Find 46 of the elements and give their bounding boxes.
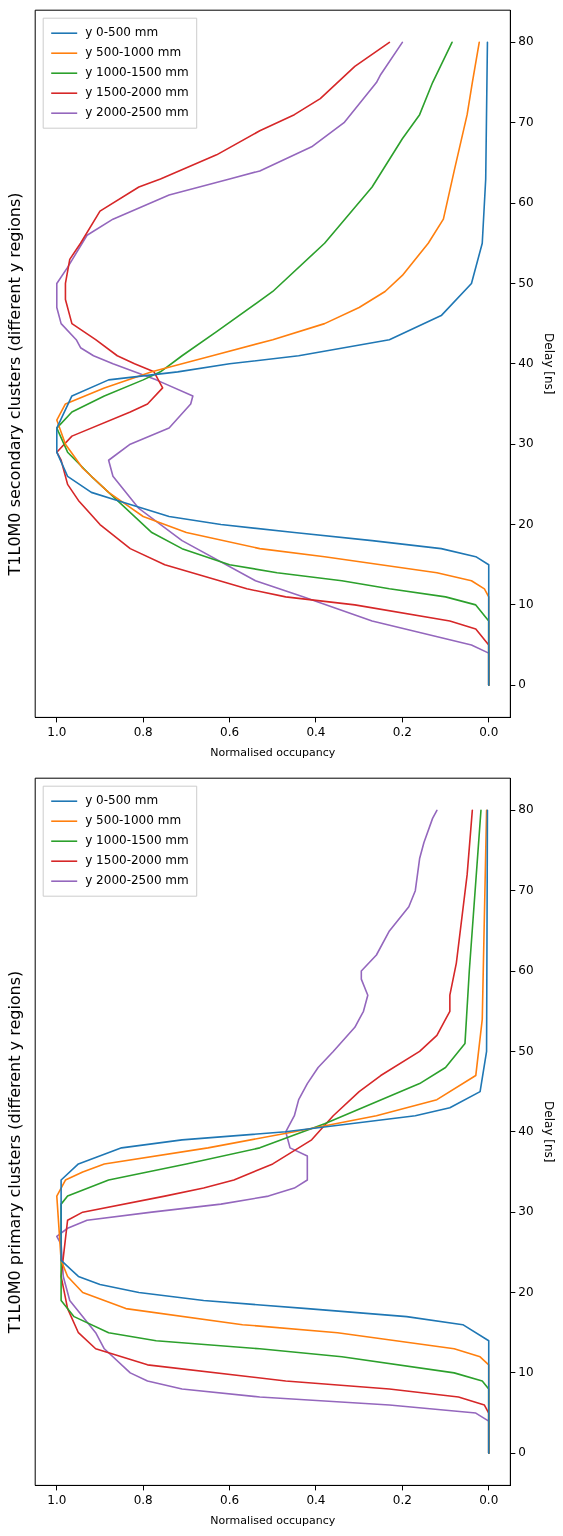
y-tick-label: 0 — [518, 1445, 526, 1460]
legend-label: y 1500-2000 mm — [85, 85, 189, 100]
y-axis-title: Delay [ns] — [541, 1101, 556, 1163]
y-tick-label: 30 — [518, 1204, 534, 1219]
y-tick-label: 70 — [518, 882, 534, 897]
legend-label: y 1000-1500 mm — [85, 833, 189, 848]
legend-label: y 500-1000 mm — [85, 45, 182, 60]
x-tick-label: 0.4 — [306, 1492, 326, 1507]
legend-label: y 1500-2000 mm — [85, 853, 189, 868]
x-axis-title: Normalised occupancy — [210, 1514, 336, 1528]
text: T1L0M0 secondary clusters (different y regions) — [4, 192, 24, 577]
y-tick-label: 0 — [518, 677, 526, 692]
y-tick-label: 20 — [518, 1284, 534, 1299]
y-tick-label: 30 — [518, 436, 534, 451]
y-tick-label: 60 — [518, 195, 534, 210]
x-tick-label: 0.6 — [220, 724, 240, 739]
legend-label: y 2000-2500 mm — [85, 873, 189, 888]
text: T1L0M0 primary clusters (different y regions) — [4, 970, 24, 1335]
y-tick-label: 20 — [518, 516, 534, 531]
legend-label: y 500-1000 mm — [85, 813, 182, 828]
y-tick-label: 80 — [518, 34, 534, 49]
x-tick-label: 0.8 — [133, 1492, 153, 1507]
y-tick-label: 40 — [518, 355, 534, 370]
y-tick-label: 60 — [518, 963, 534, 978]
x-tick-label: 0.2 — [392, 724, 412, 739]
y-tick-label: 40 — [518, 1123, 534, 1138]
x-axis-title: Normalised occupancy — [210, 746, 336, 760]
legend-label: y 1000-1500 mm — [85, 65, 189, 80]
x-tick-label: 0.0 — [479, 1492, 499, 1507]
x-tick-label: 0.0 — [479, 724, 499, 739]
x-tick-label: 0.8 — [133, 724, 153, 739]
y-tick-label: 10 — [518, 1365, 534, 1380]
x-tick-label: 0.2 — [392, 1492, 412, 1507]
legend-label: y 2000-2500 mm — [85, 105, 189, 120]
x-tick-label: 1.0 — [47, 724, 67, 739]
y-tick-label: 70 — [518, 114, 534, 129]
legend-label: y 0-500 mm — [85, 25, 159, 40]
y-tick-label: 80 — [518, 802, 534, 817]
y-tick-label: 10 — [518, 597, 534, 612]
y-tick-label: 50 — [518, 275, 534, 290]
legend-label: y 0-500 mm — [85, 793, 159, 808]
y-tick-label: 50 — [518, 1043, 534, 1058]
y-axis-title: Delay [ns] — [541, 333, 556, 395]
x-tick-label: 1.0 — [47, 1492, 67, 1507]
x-tick-label: 0.4 — [306, 724, 326, 739]
x-tick-label: 0.6 — [220, 1492, 240, 1507]
